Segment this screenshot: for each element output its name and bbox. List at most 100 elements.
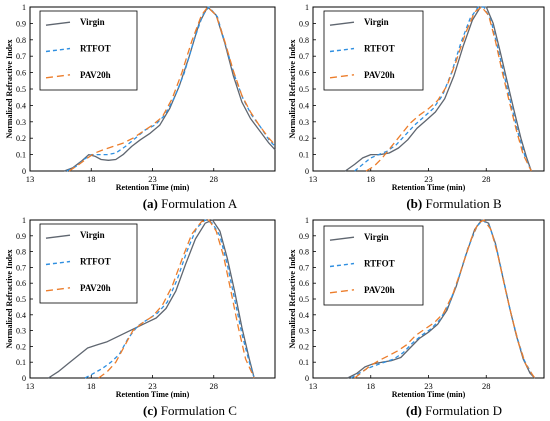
y-tick-label: 0.7 [299,263,309,272]
legend-label-rtfot: RTFOT [80,44,111,54]
y-tick-label: 0 [305,167,309,176]
legend-swatch-virgin [45,21,71,26]
y-tick-label: 0.6 [299,279,309,288]
y-tick-label: 0.6 [16,69,26,78]
x-tick-label: 28 [482,381,491,391]
series-line-pav20h [365,6,532,172]
legend-swatch-pav20h [329,289,355,294]
caption-c: (c) Formulation C [90,403,290,419]
legend-label-pav20h: PAV20h [364,285,395,295]
legend-label-pav20h: PAV20h [364,70,395,80]
y-tick-label: 0.3 [299,118,309,127]
y-tick-label: 0.5 [16,295,26,304]
legend-label-pav20h: PAV20h [80,70,111,80]
caption-a: (a) Formulation A [90,196,290,212]
y-tick-label: 1 [22,3,26,12]
legend-swatch-virgin [45,234,71,239]
y-tick-label: 0.1 [299,151,309,160]
caption-d-label: (d) [405,403,422,418]
x-tick-label: 13 [26,174,35,184]
y-tick-label: 0 [22,167,26,176]
y-tick-label: 0.6 [16,279,26,288]
series-line-virgin [48,219,255,379]
x-axis-label: Retention Time (min) [392,183,466,192]
caption-b-label: (b) [406,196,423,211]
y-tick-label: 0.2 [16,342,26,351]
y-tick-label: 0.9 [16,232,26,241]
y-tick-label: 0.7 [16,52,26,61]
y-axis-label: Normalized Refractive Index [288,39,297,138]
legend-label-pav20h: PAV20h [80,283,111,293]
y-axis-label: Normalized Refractive Index [5,249,14,348]
series-line-rtfot [84,219,255,379]
y-tick-label: 0.3 [16,118,26,127]
y-tick-label: 0.7 [16,263,26,272]
y-tick-label: 0.1 [299,358,309,367]
caption-b-text: Formulation B [425,196,502,211]
y-tick-label: 0.2 [299,134,309,143]
series-line-pav20h [98,219,255,379]
x-tick-label: 28 [210,174,219,184]
caption-a-text: Formulation A [161,196,238,211]
x-tick-label: 23 [148,174,157,184]
caption-c-text: Formulation C [160,403,237,418]
x-tick-label: 13 [309,381,318,391]
x-axis-label: Retention Time (min) [116,183,190,192]
y-tick-label: 0.8 [16,36,26,45]
caption-c-label: (c) [143,403,158,418]
x-tick-label: 23 [424,381,433,391]
y-tick-label: 0.9 [16,19,26,28]
y-tick-label: 0.4 [299,101,309,110]
legend-swatch-pav20h [45,74,71,79]
y-tick-label: 0.8 [16,248,26,257]
series-line-virgin [64,6,276,172]
legend-swatch-virgin [329,21,355,26]
legend-swatch-pav20h [45,287,71,292]
y-tick-label: 0.4 [16,311,26,320]
series-line-rtfot [66,6,276,172]
caption-d: (d) Formulation D [354,403,550,419]
y-tick-label: 1 [305,216,309,225]
x-tick-label: 18 [87,381,96,391]
y-tick-label: 0 [305,374,309,383]
x-axis-label: Retention Time (min) [116,390,190,399]
x-tick-label: 18 [367,174,376,184]
caption-d-text: Formulation D [425,403,503,418]
y-tick-label: 0.1 [16,358,26,367]
y-tick-label: 1 [305,3,309,12]
y-tick-label: 0.2 [16,134,26,143]
y-tick-label: 0 [22,374,26,383]
chart-panel-2: 0 0.1 0.2 0.3 0.4 0.5 0.6 0.7 0.8 0.9 1 13 18 23 28 Ret… [5,216,276,399]
y-tick-label: 0.5 [16,85,26,94]
y-tick-label: 0.4 [16,101,26,110]
y-tick-label: 0.5 [299,85,309,94]
y-tick-label: 0.9 [299,232,309,241]
x-tick-label: 23 [148,381,157,391]
x-tick-label: 13 [309,174,318,184]
y-tick-label: 0.5 [299,295,309,304]
series-line-pav20h [68,6,276,172]
chart-panel-0: 0 0.1 0.2 0.3 0.4 0.5 0.6 0.7 0.8 0.9 1 13 18 23 28 Ret… [5,3,276,192]
y-tick-label: 1 [22,216,26,225]
y-axis-label: Normalized Refractive Index [5,39,14,138]
series-line-rtfot [350,219,536,379]
y-axis-label: Normalized Refractive Index [288,249,297,348]
y-tick-label: 0.2 [299,342,309,351]
y-tick-label: 0.8 [299,248,309,257]
y-tick-label: 0.4 [299,311,309,320]
x-tick-label: 23 [424,174,433,184]
y-tick-label: 0.3 [299,327,309,336]
x-tick-label: 18 [367,381,376,391]
legend-swatch-virgin [329,236,355,241]
chart-panel-3: 0 0.1 0.2 0.3 0.4 0.5 0.6 0.7 0.8 0.9 1 13 18 23 28 Ret… [288,216,545,399]
legend-label-virgin: Virgin [364,17,389,27]
y-tick-label: 0.7 [299,52,309,61]
series-line-pav20h [354,219,536,379]
y-tick-label: 0.8 [299,36,309,45]
y-tick-label: 0.1 [16,151,26,160]
chart-panel-1: 0 0.1 0.2 0.3 0.4 0.5 0.6 0.7 0.8 0.9 1 13 18 23 28 Ret… [288,3,545,192]
x-axis-label: Retention Time (min) [392,390,466,399]
y-tick-label: 0.9 [299,19,309,28]
legend-label-rtfot: RTFOT [364,259,395,269]
